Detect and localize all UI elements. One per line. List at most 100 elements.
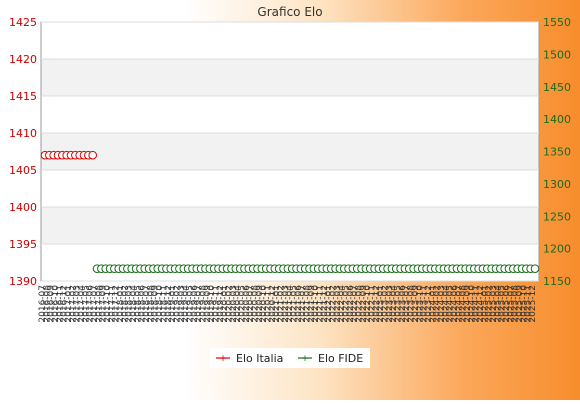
x-axis-tick-label: 2021-11: [316, 285, 326, 323]
x-axis-tick-label: 2022-07: [350, 285, 360, 323]
x-axis-tick-label: 2018-07: [142, 285, 152, 323]
x-axis-tick-label: 2016-09: [47, 285, 57, 323]
right-axis-tick-label: 1250: [543, 210, 571, 223]
x-axis-tick-label: 2019-11: [211, 285, 221, 323]
x-axis-tick-label: 2023-07: [402, 285, 412, 323]
plot-bands: [41, 22, 539, 281]
plot-band: [41, 96, 539, 133]
x-axis-tick-label: 2025-10: [519, 285, 529, 323]
x-axis-tick-label: 2020-11: [263, 285, 273, 323]
x-axis-tick-label: 2025-12: [528, 285, 538, 323]
x-axis-tick-label: 2023-01: [376, 285, 386, 323]
x-axis-tick-label: 2024-06: [450, 285, 460, 323]
right-axis-tick-label: 1450: [543, 81, 571, 94]
right-axis-tick-label: 1300: [543, 178, 571, 191]
x-axis-tick-label: 2020-08: [250, 285, 260, 323]
left-axis-ticks: 1390 1395 1400 1405 1410 1415 1420 1425: [9, 16, 37, 288]
x-axis-tick-label: 2017-12: [112, 285, 122, 323]
x-axis-tick-label: 2022-04: [337, 285, 347, 323]
x-axis-tick-label: 2018-05: [133, 285, 143, 323]
legend-swatch-marker: +: [301, 354, 309, 364]
x-axis-tick-label: 2020-04: [233, 285, 243, 323]
x-axis-tick-label: 2022-10: [363, 285, 373, 323]
x-axis-tick-label: 2021-04: [285, 285, 295, 323]
x-axis-tick-label: 2024-11: [472, 285, 482, 323]
x-axis-tick-label: 2024-09: [463, 285, 473, 323]
x-axis-tick-label: 2018-12: [164, 285, 174, 323]
x-axis-tick-label: 2018-03: [125, 285, 135, 323]
x-axis-tick-label: 2024-01: [428, 285, 438, 323]
left-axis-tick-label: 1420: [9, 53, 37, 66]
x-axis-tick-label: 2022-05: [342, 285, 352, 323]
x-axis-tick-label: 2022-01: [324, 285, 334, 323]
x-axis-tick-label: 2019-01: [168, 285, 178, 323]
plot-band: [41, 22, 539, 59]
x-axis-tick-label: 2021-10: [311, 285, 321, 323]
plot-band: [41, 207, 539, 244]
x-axis-tick-label: 2022-03: [333, 285, 343, 323]
right-axis-tick-label: 1400: [543, 113, 571, 126]
x-axis-tick-label: 2024-02: [433, 285, 443, 323]
x-axis-tick-label: 2018-10: [155, 285, 165, 323]
x-axis-tick-label: 2023-04: [389, 285, 399, 323]
x-axis-tick-label: 2021-03: [281, 285, 291, 323]
x-axis-tick-label: 2019-03: [177, 285, 187, 323]
x-axis-tick-label: 2017-07: [90, 285, 100, 323]
x-axis-tick-label: 2019-02: [172, 285, 182, 323]
legend-box: [210, 348, 370, 368]
x-axis-tick-label: 2025-04: [493, 285, 503, 323]
x-axis-tick-label: 2024-07: [454, 285, 464, 323]
x-axis-tick-label: 2024-12: [476, 285, 486, 323]
x-axis-tick-label: 2025-03: [489, 285, 499, 323]
x-axis-tick-label: 2025-06: [502, 285, 512, 323]
x-axis-tick-label: 2020-03: [229, 285, 239, 323]
x-axis-tick-label: 2021-01: [272, 285, 282, 323]
grid: [41, 21, 539, 282]
x-axis-tick-label: 2023-02: [381, 285, 391, 323]
x-axis-labels: 2016-072016-082016-092016-102016-112016-…: [38, 285, 538, 323]
x-axis-tick-label: 2022-09: [359, 285, 369, 323]
x-axis-tick-label: 2021-12: [320, 285, 330, 323]
right-axis-tick-label: 1150: [543, 275, 571, 288]
x-axis-tick-label: 2017-08: [94, 285, 104, 323]
x-axis-tick-label: 2024-05: [446, 285, 456, 323]
x-axis-tick-label: 2020-09: [255, 285, 265, 323]
x-axis-tick-label: 2020-07: [246, 285, 256, 323]
x-axis-tick-label: 2016-07: [38, 285, 48, 323]
plot-band: [41, 244, 539, 281]
x-axis-tick-label: 2022-06: [346, 285, 356, 323]
left-axis-tick-label: 1415: [9, 90, 37, 103]
x-axis-tick-label: 2019-08: [198, 285, 208, 323]
plot-band: [41, 170, 539, 207]
x-axis-tick-label: 2021-05: [290, 285, 300, 323]
right-axis-tick-label: 1350: [543, 146, 571, 159]
x-axis-tick-label: 2024-10: [467, 285, 477, 323]
x-axis-tick-label: 2019-05: [185, 285, 195, 323]
x-axis-tick-label: 2025-05: [498, 285, 508, 323]
x-axis-tick-label: 2023-08: [407, 285, 417, 323]
x-axis-tick-label: 2021-06: [294, 285, 304, 323]
x-axis-tick-label: 2021-09: [307, 285, 317, 323]
x-axis-tick-label: 2025-07: [506, 285, 516, 323]
x-axis-tick-label: 2020-01: [220, 285, 230, 323]
x-axis-tick-label: 2017-06: [86, 285, 96, 323]
x-axis-tick-label: 2023-12: [424, 285, 434, 323]
plot-band: [41, 59, 539, 96]
legend-swatch-marker: +: [219, 354, 227, 364]
x-axis-tick-label: 2019-07: [194, 285, 204, 323]
x-axis-tick-label: 2022-12: [372, 285, 382, 323]
x-axis-tick-label: 2022-11: [368, 285, 378, 323]
left-axis-tick-label: 1395: [9, 238, 37, 251]
x-axis-tick-label: 2023-06: [398, 285, 408, 323]
x-axis-tick-label: 2025-11: [524, 285, 534, 323]
x-axis-tick-label: 2017-03: [73, 285, 83, 323]
x-axis-tick-label: 2018-11: [159, 285, 169, 323]
x-axis-tick-label: 2017-04: [77, 285, 87, 323]
x-axis-tick-label: 2021-08: [303, 285, 313, 323]
x-axis-tick-label: 2023-11: [420, 285, 430, 323]
x-axis-tick-label: 2024-03: [437, 285, 447, 323]
x-axis-tick-label: 2018-08: [146, 285, 156, 323]
left-axis-tick-label: 1400: [9, 201, 37, 214]
right-axis-tick-label: 1550: [543, 16, 571, 29]
